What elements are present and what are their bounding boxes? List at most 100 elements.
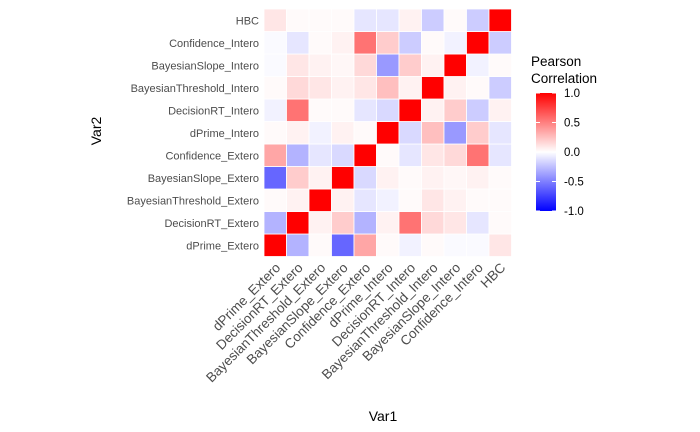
heatmap-cell-dPrime_Intero-HBC (376, 8, 400, 32)
heatmap-cell-DecisionRT_Intero-BayesianSlope_Intero (398, 53, 422, 77)
y-tick-label: BayesianThreshold_Intero (131, 83, 259, 95)
heatmap-cell-BayesianThreshold_Intero-BayesianThreshold_Extero (421, 188, 445, 212)
heatmap-cell-DecisionRT_Extero-BayesianThreshold_Extero (286, 188, 310, 212)
heatmap-cell-DecisionRT_Extero-Confidence_Intero (286, 31, 310, 55)
heatmap-cell-BayesianSlope_Intero-DecisionRT_Extero (443, 211, 467, 235)
y-axis-title: Var2 (88, 117, 104, 146)
heatmap-cell-BayesianThreshold_Extero-BayesianSlope_Extero (308, 166, 332, 190)
heatmap-cell-HBC-dPrime_Intero (488, 121, 512, 145)
heatmap-cell-BayesianThreshold_Extero-BayesianThreshold_Intero (308, 76, 332, 100)
heatmap-cell-dPrime_Extero-HBC (263, 8, 287, 32)
heatmap-cell-dPrime_Extero-BayesianThreshold_Intero (263, 76, 287, 100)
heatmap-cell-BayesianThreshold_Extero-DecisionRT_Intero (308, 98, 332, 122)
heatmap-cell-Confidence_Intero-BayesianThreshold_Extero (466, 188, 490, 212)
heatmap-cell-dPrime_Extero-dPrime_Intero (263, 121, 287, 145)
heatmap-cell-BayesianSlope_Extero-Confidence_Extero (331, 143, 355, 167)
heatmap-cell-DecisionRT_Extero-Confidence_Extero (286, 143, 310, 167)
heatmap-cell-BayesianThreshold_Intero-Confidence_Extero (421, 143, 445, 167)
heatmap-cell-Confidence_Intero-BayesianSlope_Extero (466, 166, 490, 190)
y-tick-label: Confidence_Intero (169, 38, 259, 50)
heatmap-cell-dPrime_Intero-Confidence_Extero (376, 143, 400, 167)
y-tick-label: BayesianThreshold_Extero (127, 195, 259, 207)
y-tick-labels: dPrime_Extero DecisionRT_Extero BayesianTh… (127, 15, 259, 252)
heatmap-cell-Confidence_Intero-DecisionRT_Intero (466, 98, 490, 122)
heatmap-cell-DecisionRT_Intero-BayesianThreshold_Intero (398, 76, 422, 100)
heatmap-cell-dPrime_Intero-BayesianThreshold_Extero (376, 188, 400, 212)
heatmap-cell-Confidence_Extero-Confidence_Intero (353, 31, 377, 55)
heatmap-cell-DecisionRT_Extero-BayesianSlope_Intero (286, 53, 310, 77)
heatmap-cell-BayesianSlope_Intero-DecisionRT_Intero (443, 98, 467, 122)
heatmap-cell-DecisionRT_Extero-HBC (286, 8, 310, 32)
heatmap-cell-BayesianSlope_Extero-BayesianSlope_Intero (331, 53, 355, 77)
heatmap-cell-BayesianSlope_Extero-DecisionRT_Intero (331, 98, 355, 122)
heatmap-cell-dPrime_Extero-Confidence_Extero (263, 143, 287, 167)
heatmap-cell-Confidence_Intero-dPrime_Extero (466, 233, 490, 257)
heatmap-cell-dPrime_Intero-DecisionRT_Extero (376, 211, 400, 235)
legend: Pearson Correlation 1.0 0.5 0.0 -0.5 -1.0 (531, 54, 597, 218)
heatmap-cell-DecisionRT_Intero-DecisionRT_Intero (398, 98, 422, 122)
heatmap-cell-BayesianSlope_Extero-BayesianSlope_Extero (331, 166, 355, 190)
heatmap-cell-dPrime_Intero-BayesianSlope_Intero (376, 53, 400, 77)
y-tick-label: DecisionRT_Intero (168, 105, 259, 117)
heatmap-cell-HBC-DecisionRT_Extero (488, 211, 512, 235)
heatmap-cell-BayesianSlope_Intero-BayesianThreshold_Extero (443, 188, 467, 212)
x-axis-title: Var1 (369, 408, 398, 424)
heatmap-cell-HBC-dPrime_Extero (488, 233, 512, 257)
heatmap-cell-DecisionRT_Intero-dPrime_Intero (398, 121, 422, 145)
heatmap-cell-BayesianSlope_Extero-dPrime_Extero (331, 233, 355, 257)
heatmap-cell-Confidence_Intero-HBC (466, 8, 490, 32)
heatmap-cell-BayesianThreshold_Extero-BayesianSlope_Intero (308, 53, 332, 77)
heatmap-cell-Confidence_Extero-BayesianSlope_Intero (353, 53, 377, 77)
heatmap-cell-BayesianThreshold_Intero-BayesianSlope_Intero (421, 53, 445, 77)
heatmap-cell-HBC-DecisionRT_Intero (488, 98, 512, 122)
heatmap-cell-Confidence_Extero-dPrime_Extero (353, 233, 377, 257)
heatmap-cell-HBC-BayesianSlope_Intero (488, 53, 512, 77)
heatmap-cell-dPrime_Intero-BayesianThreshold_Intero (376, 76, 400, 100)
heatmap-cell-HBC-BayesianSlope_Extero (488, 166, 512, 190)
legend-ticks: 1.0 0.5 0.0 -0.5 -1.0 (536, 88, 584, 218)
heatmap-cell-dPrime_Intero-DecisionRT_Intero (376, 98, 400, 122)
heatmap-cell-BayesianSlope_Intero-BayesianSlope_Extero (443, 166, 467, 190)
heatmap-cell-DecisionRT_Extero-DecisionRT_Extero (286, 211, 310, 235)
heatmap-cell-BayesianSlope_Intero-dPrime_Extero (443, 233, 467, 257)
heatmap-cell-dPrime_Intero-dPrime_Intero (376, 121, 400, 145)
heatmap-cell-DecisionRT_Intero-Confidence_Extero (398, 143, 422, 167)
heatmap-cell-BayesianThreshold_Intero-Confidence_Intero (421, 31, 445, 55)
heatmap-cell-DecisionRT_Extero-dPrime_Intero (286, 121, 310, 145)
legend-tick-label: 1.0 (564, 88, 580, 100)
heatmap-cell-Confidence_Extero-DecisionRT_Intero (353, 98, 377, 122)
heatmap-cell-DecisionRT_Intero-BayesianThreshold_Extero (398, 188, 422, 212)
heatmap-cell-DecisionRT_Intero-Confidence_Intero (398, 31, 422, 55)
y-tick-label: BayesianSlope_Intero (151, 60, 259, 72)
legend-tick-label: 0.5 (564, 118, 580, 130)
legend-tick-label: -0.5 (564, 177, 584, 189)
heatmap-cell-BayesianSlope_Intero-Confidence_Extero (443, 143, 467, 167)
legend-colorbar (536, 93, 556, 211)
heatmap-cell-BayesianThreshold_Extero-DecisionRT_Extero (308, 211, 332, 235)
heatmap-cells (263, 8, 512, 257)
heatmap-cell-BayesianSlope_Intero-Confidence_Intero (443, 31, 467, 55)
heatmap-cell-BayesianSlope_Intero-BayesianSlope_Intero (443, 53, 467, 77)
heatmap-cell-BayesianThreshold_Intero-BayesianSlope_Extero (421, 166, 445, 190)
y-tick-label: Confidence_Extero (165, 150, 259, 162)
heatmap-cell-HBC-Confidence_Extero (488, 143, 512, 167)
heatmap-cell-dPrime_Extero-BayesianSlope_Intero (263, 53, 287, 77)
legend-title-line1: Pearson (531, 54, 581, 69)
heatmap-cell-dPrime_Extero-BayesianSlope_Extero (263, 166, 287, 190)
heatmap-cell-BayesianThreshold_Extero-HBC (308, 8, 332, 32)
y-tick-label: HBC (236, 15, 259, 27)
y-tick-label: dPrime_Extero (186, 240, 259, 252)
heatmap-cell-Confidence_Intero-BayesianThreshold_Intero (466, 76, 490, 100)
y-tick-label: DecisionRT_Extero (164, 218, 259, 230)
heatmap-cell-DecisionRT_Intero-dPrime_Extero (398, 233, 422, 257)
heatmap-cell-HBC-BayesianThreshold_Intero (488, 76, 512, 100)
y-tick-label: BayesianSlope_Extero (148, 173, 259, 185)
heatmap-cell-HBC-Confidence_Intero (488, 31, 512, 55)
heatmap-cell-dPrime_Extero-DecisionRT_Extero (263, 211, 287, 235)
heatmap-cell-dPrime_Extero-Confidence_Intero (263, 31, 287, 55)
legend-title-line2: Correlation (531, 71, 597, 86)
heatmap-cell-BayesianThreshold_Extero-Confidence_Extero (308, 143, 332, 167)
heatmap-cell-dPrime_Intero-Confidence_Intero (376, 31, 400, 55)
heatmap-cell-dPrime_Intero-BayesianSlope_Extero (376, 166, 400, 190)
